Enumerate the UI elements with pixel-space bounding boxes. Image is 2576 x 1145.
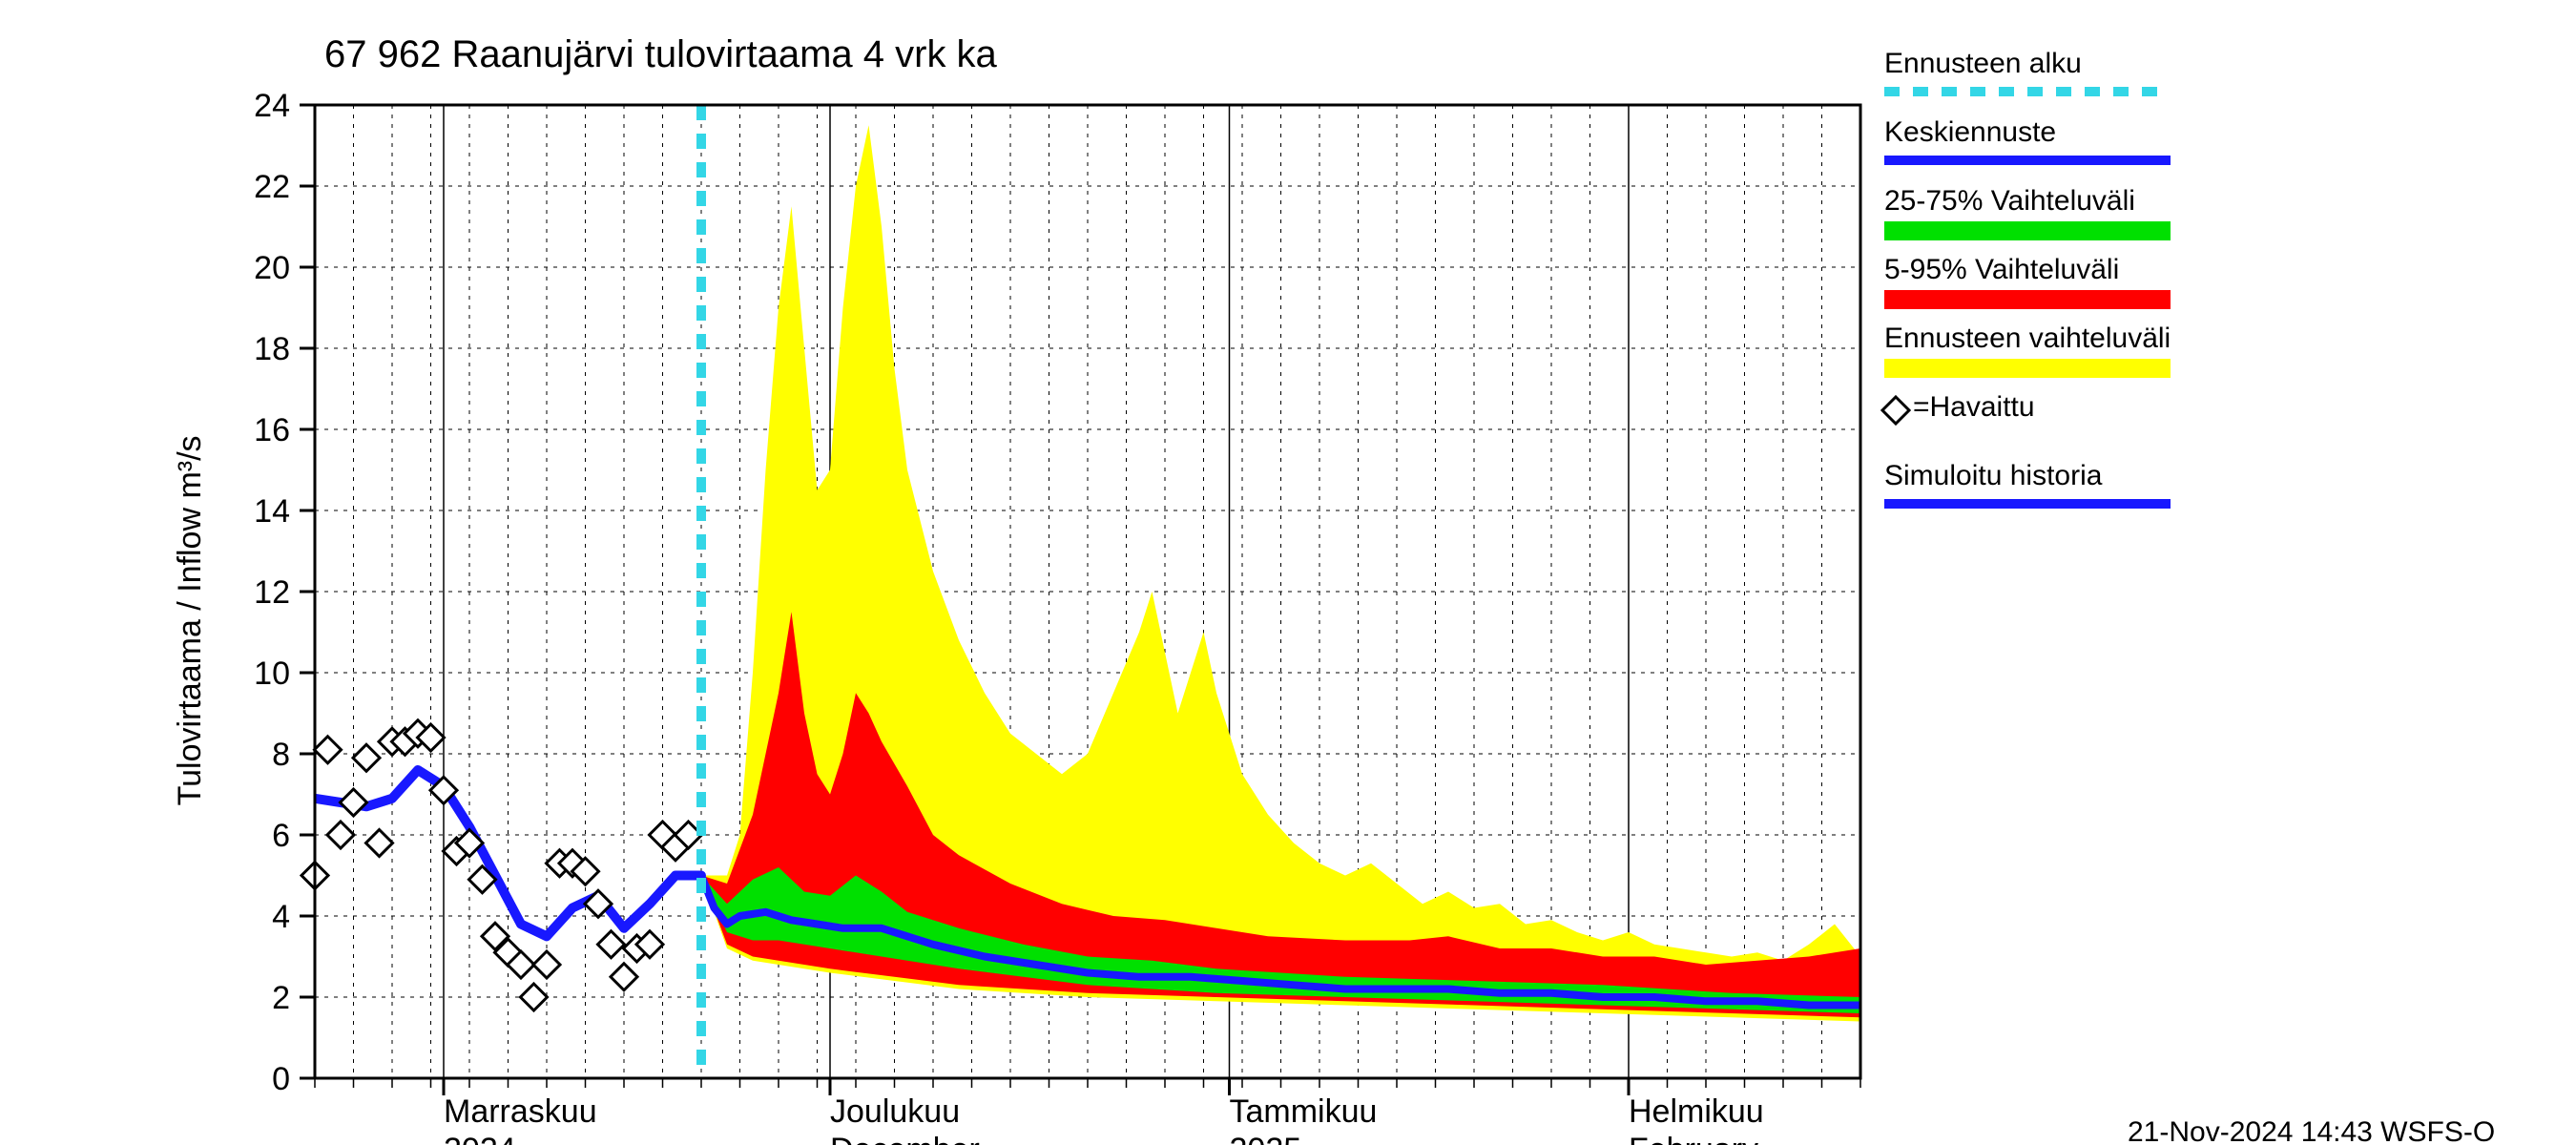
y-tick-label: 4: [272, 899, 290, 935]
legend-label: Ennusteen alku: [1884, 48, 2082, 79]
y-tick-label: 16: [254, 412, 290, 448]
x-tick-label: Tammikuu: [1230, 1093, 1378, 1130]
x-tick-label: Marraskuu: [444, 1093, 597, 1130]
y-axis-label: Tulovirtaama / Inflow m³/s: [172, 435, 208, 805]
y-tick-label: 24: [254, 88, 290, 124]
footer-timestamp: 21-Nov-2024 14:43 WSFS-O: [2128, 1116, 2495, 1145]
x-tick-label: Joulukuu: [830, 1093, 960, 1130]
legend-label: =Havaittu: [1913, 391, 2035, 423]
y-tick-label: 2: [272, 980, 290, 1016]
legend-swatch: [1884, 290, 2171, 309]
y-tick-label: 14: [254, 493, 290, 530]
legend-swatch: [1884, 359, 2171, 378]
x-tick-label: February: [1629, 1132, 1758, 1145]
y-tick-label: 0: [272, 1061, 290, 1097]
legend-label: Keskiennuste: [1884, 116, 2056, 148]
y-tick-label: 10: [254, 656, 290, 692]
x-tick-label: 2024: [444, 1132, 516, 1145]
y-tick-label: 12: [254, 574, 290, 611]
legend-label: Simuloitu historia: [1884, 460, 2103, 491]
y-tick-label: 20: [254, 250, 290, 286]
x-tick-label: December: [830, 1132, 980, 1145]
y-tick-label: 6: [272, 818, 290, 854]
legend-label: Ennusteen vaihteluväli: [1884, 323, 2171, 354]
y-tick-label: 22: [254, 169, 290, 205]
legend-label: 25-75% Vaihteluväli: [1884, 185, 2135, 217]
y-tick-label: 8: [272, 737, 290, 773]
y-tick-label: 18: [254, 331, 290, 367]
legend-label: 5-95% Vaihteluväli: [1884, 254, 2119, 285]
x-tick-label: Helmikuu: [1629, 1093, 1764, 1130]
legend-swatch: [1884, 221, 2171, 240]
inflow-forecast-chart: 024681012141618202224Marraskuu2024Jouluk…: [0, 0, 2576, 1145]
chart-title: 67 962 Raanujärvi tulovirtaama 4 vrk ka: [324, 33, 998, 75]
x-tick-label: 2025: [1230, 1132, 1302, 1145]
